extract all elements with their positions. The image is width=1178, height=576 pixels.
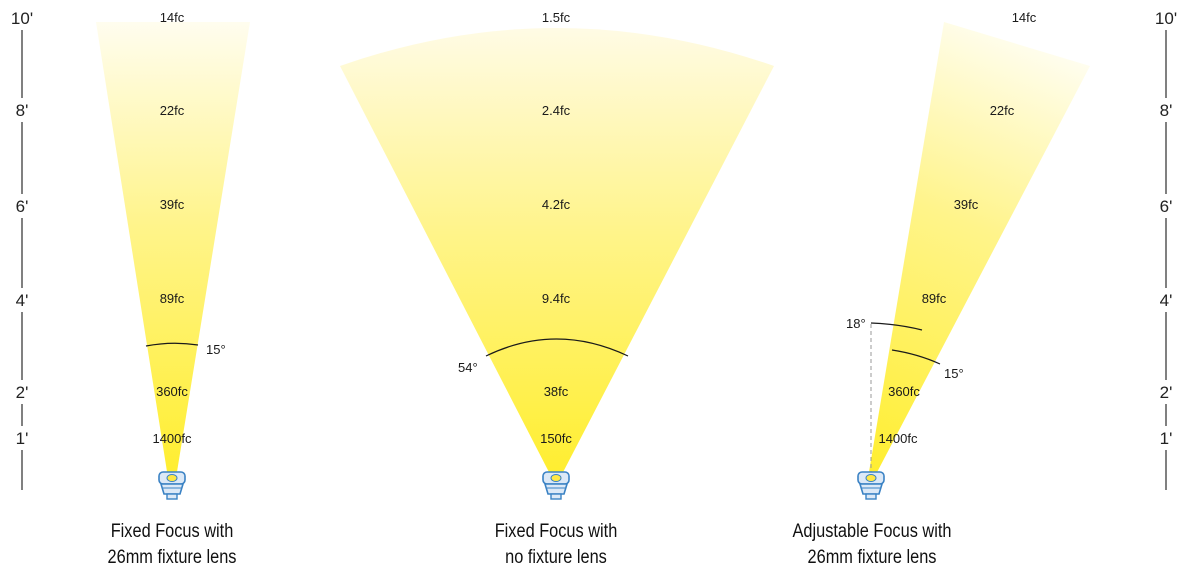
footcandle-label: 89fc	[922, 291, 947, 306]
footcandle-label: 2.4fc	[542, 103, 571, 118]
footcandle-label: 150fc	[540, 431, 572, 446]
caption-line: Fixed Focus with	[110, 521, 234, 542]
scale-label-6ft: 6'	[1160, 197, 1173, 216]
footcandle-label: 9.4fc	[542, 291, 571, 306]
beam-adjustable-focus-26mm: 14fc 22fc 39fc 89fc 360fc 1400fc 18° 15°	[846, 10, 1090, 478]
footcandle-label: 1400fc	[878, 431, 918, 446]
caption-line: Fixed Focus with	[494, 521, 618, 542]
angle-arc	[145, 342, 199, 347]
mr16-lamp-icon	[158, 471, 186, 500]
height-scale-right: 10' 8' 6' 4' 2' 1'	[1155, 9, 1177, 490]
scale-label-10ft: 10'	[11, 9, 33, 28]
caption-line: 26mm fixture lens	[107, 547, 237, 568]
footcandle-label: 22fc	[990, 103, 1015, 118]
footcandle-label: 14fc	[1012, 10, 1037, 25]
angle-arc	[870, 322, 923, 331]
footcandle-label: 89fc	[160, 291, 185, 306]
footcandle-label: 360fc	[156, 384, 188, 399]
scale-label-8ft: 8'	[16, 101, 29, 120]
footcandle-label: 22fc	[160, 103, 185, 118]
beam-angle-label: 15°	[944, 366, 964, 381]
scale-label-8ft: 8'	[1160, 101, 1173, 120]
beam-fixed-focus-no-lens: 1.5fc 2.4fc 4.2fc 9.4fc 38fc 150fc 54°	[340, 10, 774, 478]
scale-label-10ft: 10'	[1155, 9, 1177, 28]
scale-label-2ft: 2'	[16, 383, 29, 402]
footcandle-label: 39fc	[160, 197, 185, 212]
caption-line: no fixture lens	[505, 547, 607, 568]
scale-label-1ft: 1'	[16, 429, 29, 448]
beam-angle-label: 18°	[846, 316, 866, 331]
angle-arc	[485, 338, 629, 357]
footcandle-label: 360fc	[888, 384, 920, 399]
footcandle-label: 1400fc	[152, 431, 192, 446]
footcandle-label: 4.2fc	[542, 197, 571, 212]
beam-angle-label: 54°	[458, 360, 478, 375]
scale-label-1ft: 1'	[1160, 429, 1173, 448]
scale-label-6ft: 6'	[16, 197, 29, 216]
scale-label-4ft: 4'	[16, 291, 29, 310]
light-cone	[340, 28, 774, 478]
light-cone	[96, 22, 250, 478]
height-scale-left: 10' 8' 6' 4' 2' 1'	[11, 9, 33, 490]
beam-fixed-focus-26mm: 14fc 22fc 39fc 89fc 360fc 1400fc 15°	[96, 10, 250, 478]
caption-line: Adjustable Focus with	[792, 521, 952, 542]
footcandle-label: 39fc	[954, 197, 979, 212]
caption-fixed-focus-no-lens: Fixed Focus with no fixture lens	[453, 519, 659, 571]
mr16-lamp-icon	[857, 471, 885, 500]
scale-label-2ft: 2'	[1160, 383, 1173, 402]
caption-fixed-focus-26mm: Fixed Focus with 26mm fixture lens	[69, 519, 275, 571]
beam-angle-label: 15°	[206, 342, 226, 357]
light-cone	[868, 22, 1090, 478]
angle-arc	[891, 349, 941, 365]
footcandle-label: 38fc	[544, 384, 569, 399]
scale-label-4ft: 4'	[1160, 291, 1173, 310]
footcandle-label: 14fc	[160, 10, 185, 25]
caption-adjustable-focus-26mm: Adjustable Focus with 26mm fixture lens	[769, 519, 975, 571]
caption-line: 26mm fixture lens	[807, 547, 937, 568]
mr16-lamp-icon	[542, 471, 570, 500]
footcandle-label: 1.5fc	[542, 10, 571, 25]
